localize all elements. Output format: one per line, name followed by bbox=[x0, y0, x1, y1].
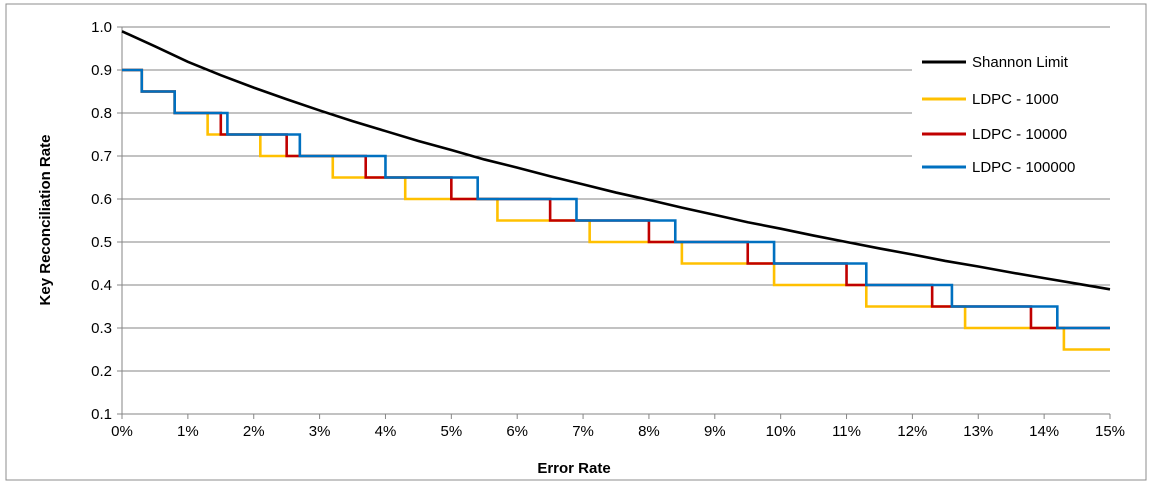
legend-label-ldpc-100000: LDPC - 100000 bbox=[972, 159, 1075, 176]
x-tick-label: 0% bbox=[111, 423, 133, 440]
x-tick-label: 5% bbox=[440, 423, 462, 440]
x-tick-label: 2% bbox=[243, 423, 265, 440]
legend-label-ldpc-10000: LDPC - 10000 bbox=[972, 126, 1067, 143]
x-tick-label: 4% bbox=[375, 423, 397, 440]
y-tick-label: 0.9 bbox=[91, 62, 112, 79]
y-tick-label: 1.0 bbox=[91, 19, 112, 36]
y-tick-label: 0.6 bbox=[91, 191, 112, 208]
series-line-ldpc-100000 bbox=[122, 68, 1110, 330]
legend: Shannon Limit LDPC - 1000 LDPC - 10000 L… bbox=[912, 40, 1112, 192]
x-tick-label: 15% bbox=[1095, 423, 1125, 440]
y-tick-label: 0.5 bbox=[91, 234, 112, 251]
axes bbox=[117, 26, 1111, 419]
y-tick-labels: 0.1 0.2 0.3 0.4 0.5 0.6 0.7 0.8 0.9 1.0 bbox=[91, 19, 112, 423]
x-tick-label: 11% bbox=[832, 423, 861, 440]
y-tick-label: 0.1 bbox=[91, 406, 112, 423]
x-tick-label: 10% bbox=[766, 423, 796, 440]
series-line-shannon-limit bbox=[121, 30, 1111, 291]
x-tick-label: 8% bbox=[638, 423, 660, 440]
x-tick-label: 13% bbox=[963, 423, 993, 440]
y-tick-label: 0.2 bbox=[91, 363, 112, 380]
x-tick-label: 14% bbox=[1029, 423, 1059, 440]
x-tick-label: 3% bbox=[309, 423, 331, 440]
y-axis-title: Key Reconciliation Rate bbox=[37, 135, 54, 306]
x-tick-label: 1% bbox=[177, 423, 199, 440]
legend-label-shannon-limit: Shannon Limit bbox=[972, 54, 1069, 71]
y-tick-label: 0.4 bbox=[91, 277, 112, 294]
x-tick-label: 12% bbox=[897, 423, 927, 440]
x-tick-label: 7% bbox=[572, 423, 594, 440]
y-tick-label: 0.7 bbox=[91, 148, 112, 165]
x-tick-label: 9% bbox=[704, 423, 726, 440]
x-tick-labels: 0% 1% 2% 3% 4% 5% 6% 7% 8% 9% 10% 11% 12% 13% 14% 15% bbox=[111, 423, 1125, 440]
series-lines bbox=[121, 30, 1111, 351]
y-tick-label: 0.8 bbox=[91, 105, 112, 122]
x-axis-title: Error Rate bbox=[537, 460, 610, 477]
y-tick-label: 0.3 bbox=[91, 320, 112, 337]
x-tick-label: 6% bbox=[506, 423, 528, 440]
legend-label-ldpc-1000: LDPC - 1000 bbox=[972, 91, 1059, 108]
